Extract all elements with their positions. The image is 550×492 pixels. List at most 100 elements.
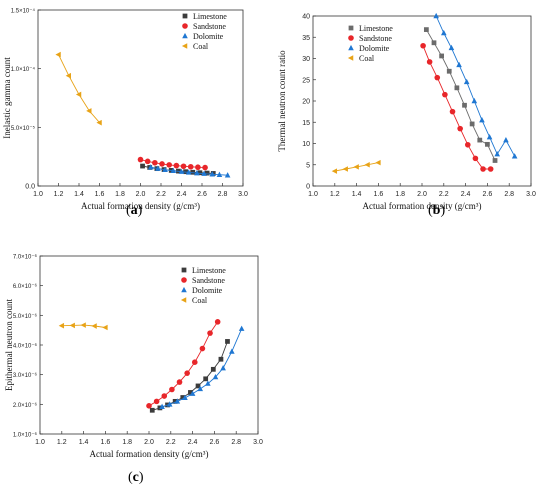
series-sandstone xyxy=(137,156,208,171)
data-point-sandstone xyxy=(480,166,486,172)
x-tick-label: 2.2 xyxy=(166,439,176,446)
data-point-sandstone xyxy=(144,158,151,165)
x-tick-label: 1.2 xyxy=(57,439,67,446)
series-dolomite xyxy=(147,164,231,178)
data-point-coal xyxy=(91,323,97,329)
y-tick-label: 0.0 xyxy=(25,184,35,191)
x-tick-label: 1.8 xyxy=(115,191,125,198)
data-point-sandstone xyxy=(457,125,463,132)
y-tick-label: 1.5×10⁻⁴ xyxy=(11,8,36,15)
data-point-dolomite xyxy=(494,151,501,157)
data-point-limestone xyxy=(423,27,429,32)
data-point-coal xyxy=(353,164,359,170)
legend-label-sandstone: Sandstone xyxy=(192,276,225,285)
data-point-sandstone xyxy=(169,386,175,393)
data-point-dolomite xyxy=(170,167,177,173)
data-point-dolomite xyxy=(194,170,200,176)
y-tick-label: 5.0×10⁻⁶ xyxy=(13,313,38,320)
legend-label-limestone: Limestone xyxy=(192,266,226,275)
legend-marker-dolomite xyxy=(348,44,354,51)
x-tick-label: 1.6 xyxy=(101,439,111,446)
x-tick-label: 2.2 xyxy=(439,191,449,198)
legend-marker-coal xyxy=(347,55,354,61)
y-tick-label: 2.0×10⁻⁶ xyxy=(13,402,38,409)
data-point-limestone xyxy=(454,85,460,91)
data-point-limestone xyxy=(439,53,444,59)
legend-marker-limestone xyxy=(348,25,354,31)
data-point-sandstone xyxy=(184,370,190,376)
legend-label-dolomite: Dolomite xyxy=(192,286,223,295)
data-point-sandstone xyxy=(207,330,213,336)
legend-label-dolomite: Dolomite xyxy=(193,32,224,41)
data-point-coal xyxy=(65,72,71,79)
legend-label-coal: Coal xyxy=(359,54,375,63)
data-point-dolomite xyxy=(212,373,219,380)
data-point-dolomite xyxy=(486,134,493,140)
data-point-sandstone xyxy=(166,162,172,168)
legend-label-limestone: Limestone xyxy=(193,12,227,21)
data-point-sandstone xyxy=(472,155,479,162)
data-point-sandstone xyxy=(214,319,221,325)
data-point-dolomite xyxy=(229,348,235,354)
data-point-dolomite xyxy=(178,168,185,174)
data-point-sandstone xyxy=(420,42,426,49)
legend-label-coal: Coal xyxy=(193,42,209,51)
legend-label-sandstone: Sandstone xyxy=(359,34,392,43)
data-point-sandstone xyxy=(152,159,158,166)
data-point-sandstone xyxy=(161,393,168,399)
data-point-dolomite xyxy=(155,165,161,171)
data-point-coal xyxy=(364,161,370,168)
legend-marker-limestone xyxy=(182,13,188,19)
data-point-coal xyxy=(58,322,65,329)
data-point-dolomite xyxy=(441,29,447,36)
legend-marker-limestone xyxy=(181,267,187,273)
y-tick-label: 0 xyxy=(306,184,310,191)
data-point-limestone xyxy=(485,141,490,147)
x-tick-label: 2.2 xyxy=(156,191,166,198)
x-tick-label: 2.8 xyxy=(231,439,241,446)
data-point-dolomite xyxy=(238,325,245,331)
fit-line-coal xyxy=(58,54,100,123)
data-point-coal xyxy=(86,108,92,114)
chart-c: 1.0 1.2 1.4 1.6 1.8 2.0 2.2 2.4 2.6 2.8 3.0 1.0×10⁻… xyxy=(4,254,263,460)
legend-marker-coal xyxy=(181,43,188,49)
data-point-limestone xyxy=(188,390,193,395)
data-point-dolomite xyxy=(471,97,478,104)
data-point-limestone xyxy=(203,376,209,382)
y-tick-label: 20 xyxy=(302,99,310,106)
data-point-limestone xyxy=(140,163,145,169)
y-tick-label: 25 xyxy=(302,77,310,84)
x-tick-label: 2.0 xyxy=(136,191,146,198)
data-point-coal xyxy=(75,91,82,98)
data-point-limestone xyxy=(225,339,230,344)
x-tick-label: 2.4 xyxy=(177,191,187,198)
x-tick-label: 3.0 xyxy=(526,191,536,198)
data-point-limestone xyxy=(446,68,452,74)
data-point-dolomite xyxy=(448,44,455,51)
data-point-limestone xyxy=(462,102,467,108)
data-point-sandstone xyxy=(137,156,144,163)
data-point-limestone xyxy=(180,395,186,400)
data-point-dolomite xyxy=(201,170,207,176)
chart-a: 1.0 1.2 1.4 1.6 1.8 2.0 2.2 2.4 2.6 2.8 3.0 0.0 5.0×… xyxy=(2,8,248,212)
x-tick-label: 1.4 xyxy=(352,191,362,198)
x-tick-label: 1.4 xyxy=(79,439,89,446)
data-point-coal xyxy=(375,159,381,166)
data-point-dolomite xyxy=(503,137,509,143)
data-point-dolomite xyxy=(166,401,173,407)
y-tick-label: 35 xyxy=(302,35,310,42)
y-tick-label: 5 xyxy=(306,162,310,169)
y-tick-label: 3.0×10⁻⁶ xyxy=(13,372,38,379)
y-tick-label: 1.0×10⁻⁴ xyxy=(11,66,36,73)
x-tick-label: 2.4 xyxy=(461,191,471,198)
fit-line-sandstone xyxy=(148,321,219,407)
y-tick-label: 15 xyxy=(302,120,310,127)
plot-frame xyxy=(312,15,532,187)
data-point-dolomite xyxy=(162,166,168,173)
x-tick-label: 2.4 xyxy=(188,439,198,446)
data-point-dolomite xyxy=(224,172,231,178)
data-point-limestone xyxy=(204,170,210,176)
legend-marker-coal xyxy=(180,297,187,303)
